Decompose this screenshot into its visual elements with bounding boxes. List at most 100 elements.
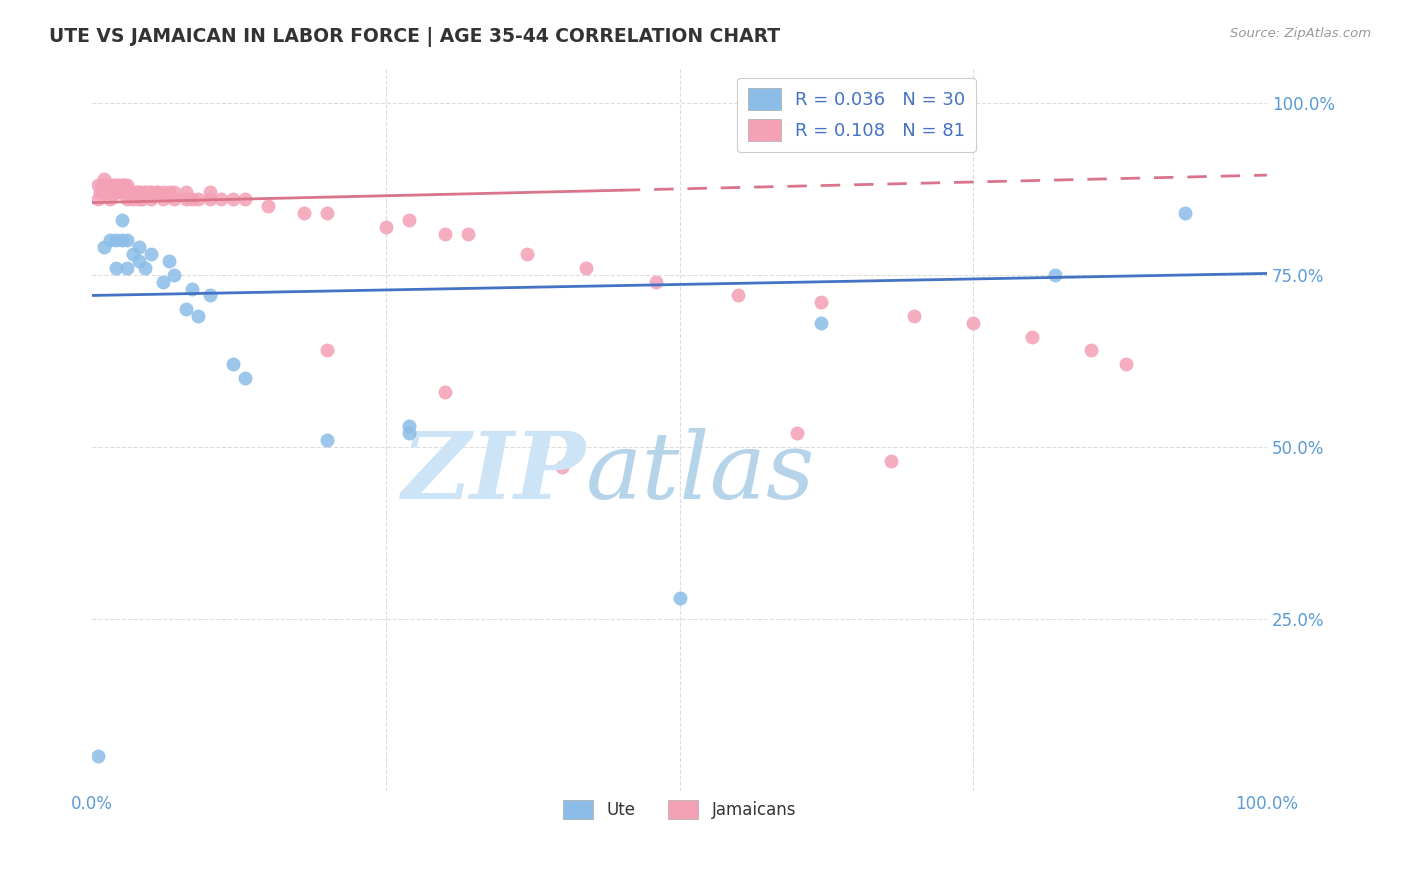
Point (257, 199, 280, 213)
Point (146, 186, 169, 200)
Point (198, 288, 221, 302)
Point (98, 186, 121, 200)
Point (117, 260, 139, 275)
Point (187, 309, 209, 323)
Text: ZIP: ZIP (401, 428, 585, 518)
Point (222, 192, 245, 206)
Point (98, 234, 121, 248)
Point (433, 227, 456, 241)
Point (1174, 206, 1197, 220)
Point (93, 186, 115, 200)
Point (198, 186, 221, 200)
Point (316, 206, 339, 220)
Point (103, 178, 125, 193)
Point (316, 343, 339, 358)
Point (457, 227, 479, 241)
Point (209, 192, 232, 206)
Point (122, 192, 145, 206)
Point (107, 186, 129, 200)
Point (880, 453, 903, 467)
Point (134, 260, 156, 275)
Point (101, 186, 124, 200)
Point (139, 247, 162, 261)
Point (163, 192, 186, 206)
Point (374, 219, 396, 234)
Point (962, 316, 984, 330)
Point (104, 234, 127, 248)
Point (128, 186, 150, 200)
Point (93, 186, 115, 200)
Point (128, 254, 150, 268)
Point (551, 460, 574, 475)
Text: Source: ZipAtlas.com: Source: ZipAtlas.com (1230, 27, 1371, 40)
Point (134, 186, 156, 200)
Point (198, 192, 221, 206)
Point (903, 309, 925, 323)
Point (112, 186, 135, 200)
Point (134, 186, 156, 200)
Text: UTE VS JAMAICAN IN LABOR FORCE | AGE 35-44 CORRELATION CHART: UTE VS JAMAICAN IN LABOR FORCE | AGE 35-… (49, 27, 780, 46)
Point (104, 260, 127, 275)
Point (139, 186, 162, 200)
Point (727, 288, 749, 302)
Point (90, 178, 112, 193)
Point (110, 178, 132, 193)
Point (152, 192, 174, 206)
Point (117, 192, 139, 206)
Point (163, 268, 186, 282)
Point (1045, 268, 1067, 282)
Point (181, 192, 204, 206)
Point (152, 186, 174, 200)
Point (174, 192, 197, 206)
Point (107, 178, 129, 193)
Point (152, 275, 174, 289)
Point (90, 186, 112, 200)
Point (118, 186, 141, 200)
Point (110, 212, 132, 227)
Point (810, 295, 832, 310)
Point (96, 178, 118, 193)
Point (122, 247, 145, 261)
Point (139, 192, 162, 206)
Point (112, 178, 135, 193)
Text: atlas: atlas (585, 428, 815, 518)
Point (125, 186, 148, 200)
Point (131, 192, 153, 206)
Point (87, 192, 110, 206)
Point (574, 260, 596, 275)
Point (104, 178, 127, 193)
Point (128, 240, 150, 254)
Point (110, 178, 132, 193)
Point (222, 357, 245, 371)
Legend: Ute, Jamaicans: Ute, Jamaicans (557, 793, 803, 826)
Point (93, 171, 115, 186)
Point (174, 302, 197, 317)
Point (1080, 343, 1102, 358)
Point (87, 178, 110, 193)
Point (104, 186, 127, 200)
Point (117, 186, 139, 200)
Point (87, 749, 110, 764)
Point (810, 316, 832, 330)
Point (128, 186, 150, 200)
Point (110, 234, 132, 248)
Point (786, 425, 808, 440)
Point (157, 186, 180, 200)
Point (433, 384, 456, 399)
Point (89, 186, 111, 200)
Point (316, 433, 339, 447)
Point (110, 186, 132, 200)
Point (117, 186, 139, 200)
Point (93, 240, 115, 254)
Point (1115, 357, 1137, 371)
Point (157, 254, 180, 268)
Point (138, 186, 160, 200)
Point (398, 212, 420, 227)
Point (398, 425, 420, 440)
Point (645, 275, 668, 289)
Point (98, 192, 121, 206)
Point (187, 192, 209, 206)
Point (104, 186, 127, 200)
Point (146, 186, 169, 200)
Point (292, 206, 315, 220)
